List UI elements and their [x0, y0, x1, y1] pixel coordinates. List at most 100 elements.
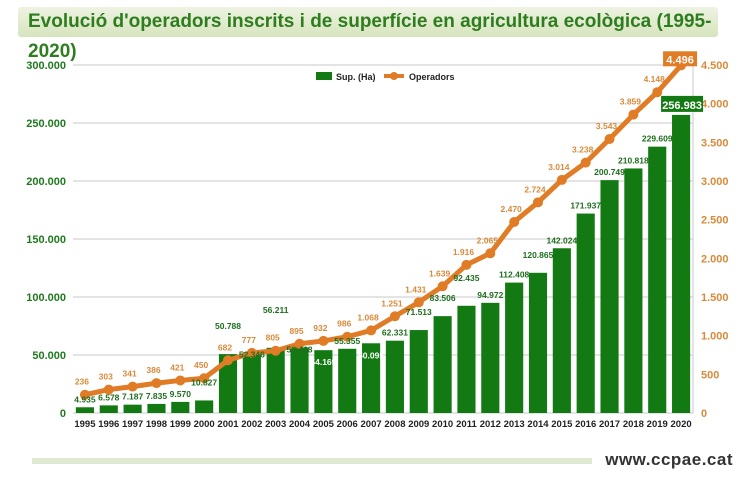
point-operadors-2018: [628, 109, 639, 120]
x-tick-label: 2007: [361, 419, 382, 430]
bar-sup-2018: [624, 168, 643, 413]
point-operadors-1998: [151, 378, 162, 389]
x-tick-label: 2015: [551, 419, 573, 430]
point-operadors-2019: [652, 87, 663, 98]
right-tick-label: 2.500: [701, 215, 729, 227]
line-data-label: 932: [313, 323, 327, 333]
x-tick-label: 1997: [122, 419, 143, 430]
bar-sup-2002: [242, 352, 261, 413]
website-link[interactable]: www.ccpae.cat: [605, 450, 733, 469]
point-operadors-2015: [556, 174, 567, 185]
x-tick-label: 1995: [74, 419, 96, 430]
right-tick-label: 3.000: [701, 176, 729, 188]
line-data-label: 3.859: [620, 97, 642, 107]
line-label-box: [663, 51, 698, 67]
x-tick-label: 2006: [337, 419, 358, 430]
x-tick-label: 2013: [504, 419, 525, 430]
point-operadors-2010: [437, 281, 448, 292]
bar-sup-2008: [385, 340, 404, 413]
legend-label-sup: Sup. (Ha): [336, 72, 376, 82]
left-tick-label: 0: [60, 408, 66, 420]
line-data-label: 1.431: [405, 284, 427, 294]
point-operadors-2012: [485, 248, 496, 259]
bar-data-label: 6.578: [98, 392, 120, 402]
x-tick-label: 2019: [647, 419, 668, 430]
bar-sup-2015: [552, 248, 571, 413]
footer-divider: [32, 458, 592, 464]
bar-sup-1997: [123, 404, 142, 413]
point-operadors-1999: [175, 375, 186, 386]
line-data-label: 236: [75, 377, 89, 387]
point-operadors-2014: [533, 197, 543, 208]
bar-data-label: 50.788: [215, 321, 241, 331]
line-data-label: 303: [99, 372, 113, 382]
bar-sup-2011: [457, 305, 476, 413]
bar-sup-2010: [433, 316, 452, 413]
bar-data-label: 256.983: [662, 100, 702, 112]
bar-data-label: 120.865: [523, 250, 554, 260]
chart-title: Evolució d'operadors inscrits i de super…: [18, 7, 718, 62]
line-data-label: 986: [337, 319, 351, 329]
bar-data-label: 10.827: [191, 377, 217, 387]
x-tick-label: 2005: [313, 419, 335, 430]
line-data-label: 2.470: [501, 204, 523, 214]
line-data-label: 895: [289, 326, 303, 336]
point-operadors-2013: [509, 216, 520, 227]
x-tick-label: 2003: [265, 419, 286, 430]
bar-sup-2012: [481, 302, 500, 413]
point-operadors-2005: [318, 335, 329, 346]
x-tick-label: 1998: [146, 419, 167, 430]
x-tick-label: 2020: [671, 419, 692, 430]
line-data-label: 4.496: [666, 54, 694, 66]
left-tick-label: 150.000: [26, 234, 66, 246]
line-data-label: 3.543: [596, 121, 618, 131]
point-operadors-2002: [246, 347, 257, 358]
x-tick-label: 2010: [432, 419, 453, 430]
bar-sup-2001: [218, 354, 238, 413]
x-tick-label: 2004: [289, 419, 311, 430]
x-tick-label: 2002: [241, 419, 262, 430]
bar-data-label: 171.937: [570, 201, 601, 211]
point-operadors-1995: [79, 389, 90, 400]
x-tick-label: 2000: [194, 419, 215, 430]
bar-data-label: 56.211: [263, 305, 289, 315]
point-operadors-2009: [413, 297, 424, 308]
x-tick-label: 1999: [170, 419, 191, 430]
line-data-label: 805: [266, 333, 280, 343]
point-operadors-2003: [270, 345, 281, 356]
x-tick-label: 2012: [480, 419, 501, 430]
legend-label-operadors: Operadors: [409, 72, 455, 82]
bar-sup-2006: [338, 348, 357, 413]
point-operadors-2011: [461, 259, 472, 270]
left-tick-label: 100.000: [26, 292, 66, 304]
right-tick-label: 1.500: [701, 292, 729, 304]
point-operadors-2000: [199, 373, 210, 384]
bar-data-label: 52.346: [239, 349, 265, 359]
right-tick-label: 4.000: [701, 99, 729, 111]
bar-data-label: 92.435: [453, 273, 479, 283]
bar-data-label: 62.331: [382, 328, 408, 338]
bar-data-label: 55.355: [334, 336, 360, 346]
bar-sup-2007: [362, 343, 381, 413]
legend-marker-operadors: [390, 72, 398, 80]
x-tick-label: 2008: [384, 419, 405, 430]
bar-data-label: 210.818: [618, 155, 649, 165]
x-tick-label: 2001: [217, 419, 239, 430]
line-data-label: 3.014: [548, 162, 570, 172]
line-data-label: 1.251: [381, 298, 403, 308]
bar-data-label: 7.187: [122, 392, 144, 402]
bar-data-label: 200.749: [594, 167, 625, 177]
bar-sup-2020: [672, 114, 691, 413]
point-operadors-2008: [389, 311, 400, 322]
point-operadors-2016: [580, 157, 591, 168]
x-tick-label: 2016: [575, 419, 596, 430]
line-data-label: 386: [146, 365, 160, 375]
left-tick-label: 50.000: [32, 350, 66, 362]
bar-sup-2013: [505, 282, 524, 413]
bar-data-label: 71.513: [406, 307, 432, 317]
right-tick-label: 4.500: [701, 60, 729, 72]
left-tick-label: 250.000: [26, 118, 66, 130]
right-tick-label: 2.000: [701, 253, 729, 265]
left-tick-label: 300.000: [26, 60, 66, 72]
